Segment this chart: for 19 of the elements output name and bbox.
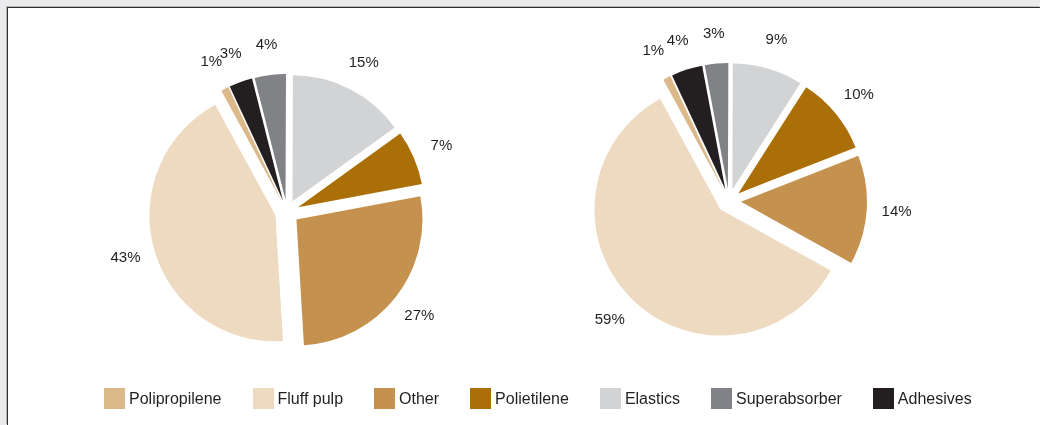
data-label: 15% [348,52,379,70]
legend-label: Fluff pulp [277,389,344,408]
data-label: 9% [765,29,788,47]
data-label: 7% [430,135,453,153]
legend-label: Elastics [624,389,681,408]
data-label: 4% [666,31,689,49]
data-label: 3% [702,23,725,41]
legend-label: Other [399,389,440,408]
data-label: 27% [404,305,435,323]
legend-label: Polietilene [495,389,569,408]
data-label: 4% [255,35,278,53]
data-label: 14% [881,202,912,220]
data-label: 59% [594,309,625,327]
legend-label: Polipropilene [129,389,222,408]
legend-label: Superabsorber [736,389,842,408]
legend-label: Adhesives [897,389,972,408]
data-label: 10% [843,84,874,102]
data-label: 43% [110,248,141,266]
data-label: 1% [642,41,665,59]
